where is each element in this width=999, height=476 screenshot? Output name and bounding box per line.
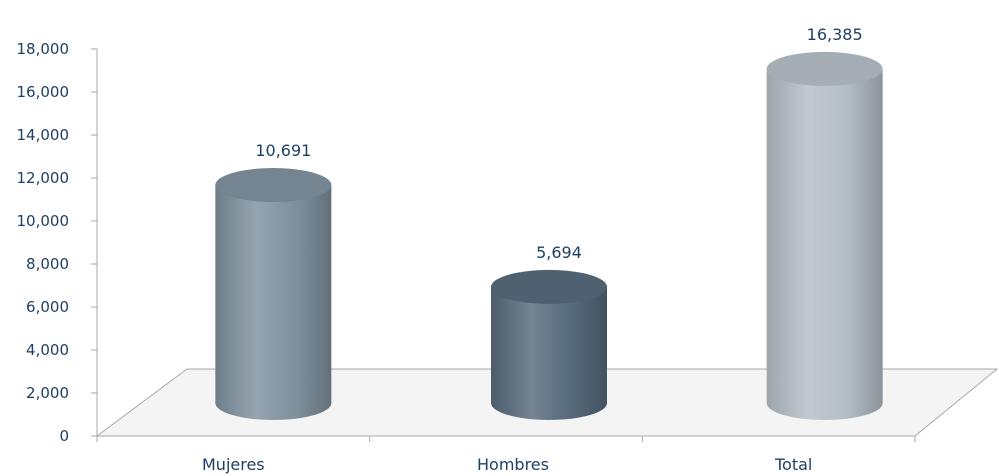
- y-tick-label: 18,000: [17, 40, 70, 58]
- x-axis: Mujeres Hombres Total: [96, 435, 916, 474]
- bar-body: [215, 185, 332, 420]
- bar-top: [215, 168, 332, 203]
- y-tick-label: 12,000: [17, 169, 70, 187]
- x-category-label: Hombres: [477, 455, 549, 474]
- y-tick-label: 6,000: [26, 298, 69, 316]
- bar-hombres: 5,694: [491, 243, 607, 420]
- y-tick-label: 0: [59, 427, 69, 445]
- bar-top: [491, 269, 607, 304]
- bar-body: [491, 286, 607, 420]
- y-tick-label: 4,000: [26, 341, 69, 359]
- y-tick-label: 14,000: [17, 126, 70, 144]
- x-category-label: Total: [774, 455, 812, 474]
- y-tick-label: 8,000: [26, 255, 69, 273]
- y-tick-label: 10,000: [17, 212, 70, 230]
- data-label: 16,385: [807, 25, 863, 44]
- data-label: 10,691: [255, 141, 311, 160]
- bar-total: 16,385: [766, 25, 883, 421]
- y-tick-label: 16,000: [17, 83, 70, 101]
- bar-top: [766, 51, 883, 86]
- y-axis: 0 2,000 4,000 6,000 8,000 10,000 12,000 14,000 1…: [17, 40, 98, 445]
- x-category-label: Mujeres: [202, 455, 265, 474]
- data-label: 5,694: [536, 243, 582, 262]
- bar-body: [766, 68, 883, 421]
- y-tick-label: 2,000: [26, 384, 69, 402]
- bar-mujeres: 10,691: [215, 141, 332, 420]
- bars: 10,691 5,694 16,385: [215, 25, 883, 421]
